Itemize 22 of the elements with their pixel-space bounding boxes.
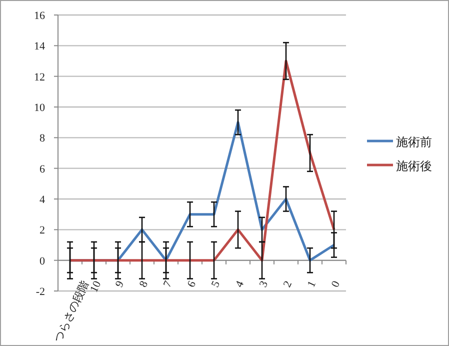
y-tick-label: 10 <box>34 102 46 114</box>
y-tick-label: -2 <box>36 286 45 298</box>
y-tick-label: 0 <box>40 255 46 268</box>
x-tick-label: 5 <box>209 278 223 290</box>
y-tick-label: 6 <box>40 163 46 176</box>
x-tick-label: 9 <box>113 278 127 290</box>
y-tick-label: 8 <box>40 132 46 145</box>
x-tick-label: 2 <box>281 279 295 290</box>
x-tick-label: 0 <box>329 278 343 290</box>
y-tick-label: 12 <box>34 71 45 84</box>
x-tick-label: 7 <box>161 278 175 290</box>
x-tick-label: 3 <box>257 278 271 290</box>
x-tick-label: 6 <box>185 278 199 290</box>
y-tick-label: 16 <box>34 10 46 22</box>
y-tick-label: 14 <box>34 40 46 53</box>
y-tick-label: 2 <box>40 224 45 237</box>
x-tick-label: 8 <box>137 278 151 290</box>
legend-label: 施術後 <box>396 159 432 173</box>
legend-label: 施術前 <box>396 135 432 149</box>
x-tick-label: 1 <box>305 279 319 290</box>
x-tick-label: 4 <box>233 278 247 290</box>
y-tick-label: 4 <box>40 194 46 206</box>
